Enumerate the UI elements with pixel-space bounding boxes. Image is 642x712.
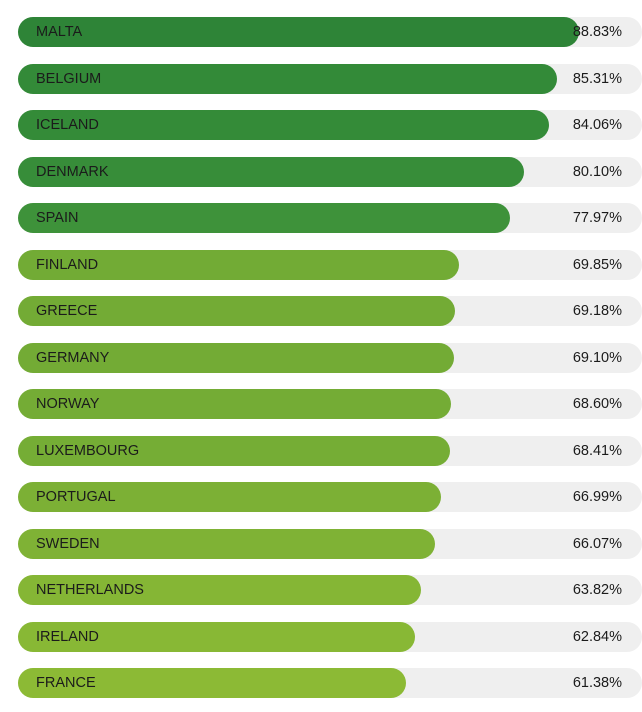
category-label: SPAIN: [36, 210, 79, 226]
category-label: FRANCE: [36, 675, 96, 691]
value-label: 77.97%: [572, 210, 622, 226]
category-label: DENMARK: [36, 164, 109, 180]
category-label: PORTUGAL: [36, 489, 116, 505]
category-label: FINLAND: [36, 257, 99, 273]
bar: [18, 296, 455, 326]
bar-row: LUXEMBOURG 68.41%: [18, 436, 642, 466]
bar: [18, 436, 451, 466]
category-label: GREECE: [36, 303, 98, 319]
bar: [18, 157, 524, 187]
bar-row: GERMANY 69.10%: [18, 343, 642, 373]
value-label: 68.60%: [572, 396, 622, 412]
bar: [18, 250, 460, 280]
category-label: NORWAY: [36, 396, 100, 412]
value-label: 63.82%: [572, 582, 622, 598]
bar: [18, 203, 511, 233]
category-label: ICELAND: [36, 117, 99, 133]
bar-row: NETHERLANDS 63.82%: [18, 575, 642, 605]
bar: [18, 482, 442, 512]
value-label: 66.99%: [572, 489, 622, 505]
value-label: 69.10%: [572, 350, 622, 366]
bar-row: BELGIUM 85.31%: [18, 64, 642, 94]
bar-row: SWEDEN 66.07%: [18, 529, 642, 559]
bar: [18, 529, 436, 559]
category-label: SWEDEN: [36, 536, 100, 552]
bar: [18, 110, 549, 140]
bar-row: NORWAY 68.60%: [18, 389, 642, 419]
value-label: 80.10%: [572, 164, 622, 180]
value-label: 62.84%: [572, 629, 622, 645]
category-label: LUXEMBOURG: [36, 443, 140, 459]
bar-row: SPAIN 77.97%: [18, 203, 642, 233]
bar-row: IRELAND 62.84%: [18, 622, 642, 652]
bar-row: PORTUGAL 66.99%: [18, 482, 642, 512]
bar: [18, 389, 452, 419]
value-label: 85.31%: [572, 71, 622, 87]
bar: [18, 668, 406, 698]
bar-row: GREECE 69.18%: [18, 296, 642, 326]
bar: [18, 622, 415, 652]
value-label: 68.41%: [572, 443, 622, 459]
bar: [18, 64, 557, 94]
category-label: IRELAND: [36, 629, 99, 645]
bar: [18, 575, 422, 605]
bar-row: ICELAND 84.06%: [18, 110, 642, 140]
value-label: 61.38%: [572, 675, 622, 691]
bar-row: MALTA 88.83%: [18, 17, 642, 47]
value-label: 88.83%: [572, 24, 622, 40]
bar-row: FINLAND 69.85%: [18, 250, 642, 280]
bar-row: DENMARK 80.10%: [18, 157, 642, 187]
value-label: 66.07%: [572, 536, 622, 552]
value-label: 84.06%: [572, 117, 622, 133]
category-label: MALTA: [36, 24, 83, 40]
value-label: 69.85%: [572, 257, 622, 273]
category-label: NETHERLANDS: [36, 582, 144, 598]
category-label: GERMANY: [36, 350, 110, 366]
bar: [18, 17, 580, 47]
value-label: 69.18%: [572, 303, 622, 319]
bar: [18, 343, 455, 373]
bar-row: FRANCE 61.38%: [18, 668, 642, 698]
category-label: BELGIUM: [36, 71, 102, 87]
